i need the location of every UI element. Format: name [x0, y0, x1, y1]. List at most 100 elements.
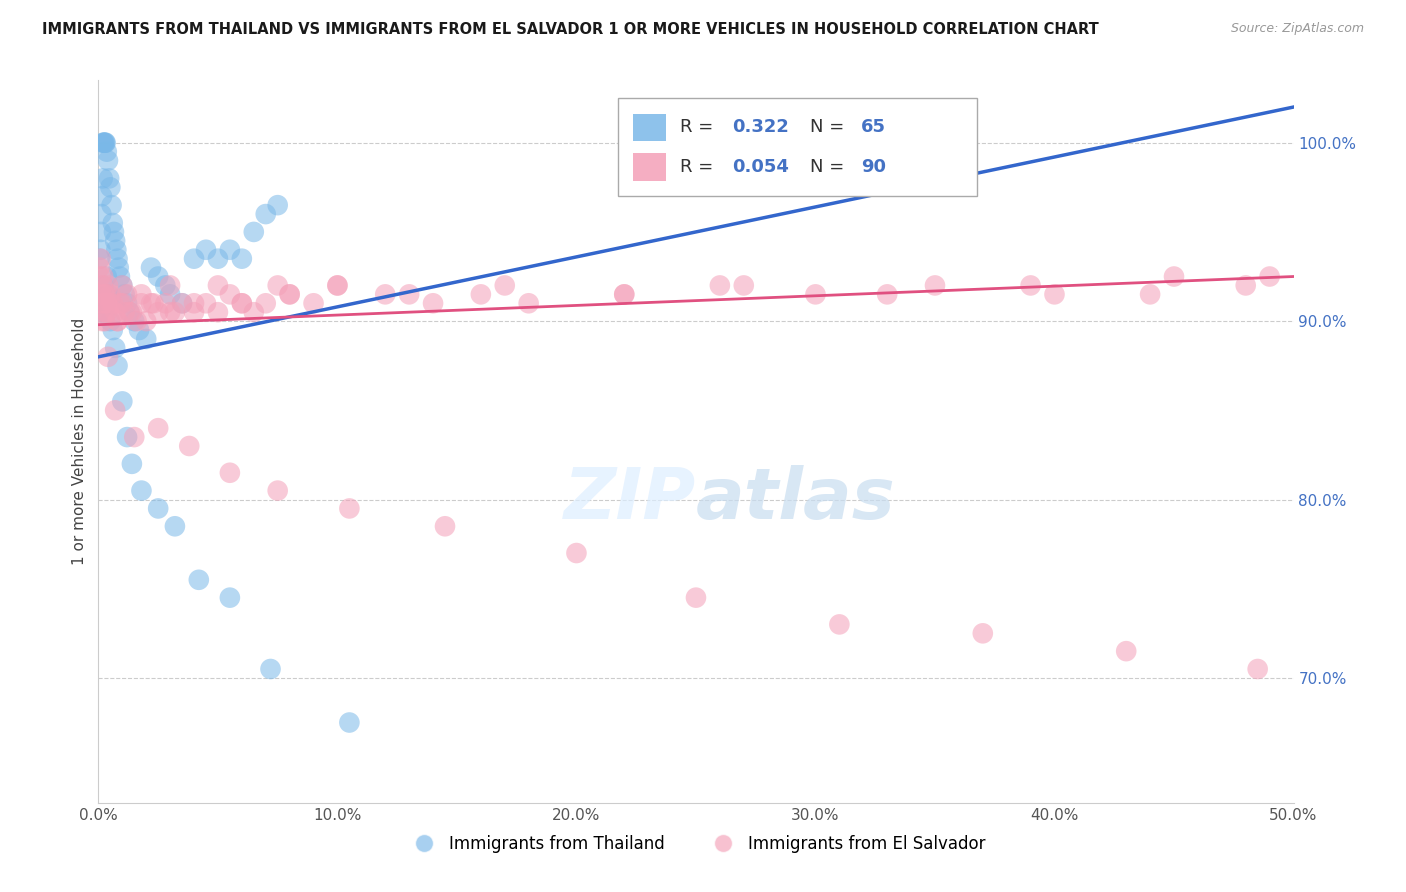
Point [115, 287, 138, 301]
Point [434, 519, 457, 533]
Point [278, 287, 301, 301]
Point [142, 296, 165, 310]
Point [94, 136, 117, 150]
Point [159, 287, 181, 301]
Text: 65: 65 [860, 119, 886, 136]
Point [148, 421, 170, 435]
Point [565, 546, 588, 560]
Point [90, 225, 112, 239]
Point [163, 305, 186, 319]
Point [339, 715, 361, 730]
Point [101, 216, 124, 230]
Point [91, 171, 114, 186]
Y-axis label: 1 or more Vehicles in Household: 1 or more Vehicles in Household [72, 318, 87, 566]
Point [243, 225, 266, 239]
Point [876, 287, 898, 301]
Point [108, 296, 131, 310]
Point [195, 243, 218, 257]
Point [104, 305, 127, 319]
Point [114, 305, 136, 319]
Point [94, 314, 117, 328]
Point [183, 296, 205, 310]
Point [179, 439, 201, 453]
Point [93, 305, 115, 319]
Point [128, 323, 150, 337]
Point [97, 287, 120, 301]
Point [155, 296, 177, 310]
Point [733, 278, 755, 293]
Point [494, 278, 516, 293]
Point [107, 260, 129, 275]
Point [422, 296, 444, 310]
Point [98, 180, 122, 194]
Point [972, 626, 994, 640]
Point [104, 234, 127, 248]
Point [267, 483, 290, 498]
Point [219, 591, 242, 605]
Point [98, 171, 121, 186]
Point [98, 314, 122, 328]
Point [121, 305, 143, 319]
Point [1163, 269, 1185, 284]
FancyBboxPatch shape [619, 98, 977, 196]
FancyBboxPatch shape [633, 113, 666, 141]
Point [90, 305, 112, 319]
Point [267, 198, 290, 212]
Text: ZIP: ZIP [564, 465, 696, 533]
Text: R =: R = [681, 158, 720, 176]
Point [121, 457, 143, 471]
Point [267, 278, 290, 293]
Point [339, 501, 361, 516]
Point [91, 269, 114, 284]
Point [131, 287, 153, 301]
Point [90, 207, 112, 221]
Point [159, 305, 181, 319]
Point [107, 252, 129, 266]
Point [107, 359, 129, 373]
Point [91, 296, 114, 310]
Point [139, 296, 162, 310]
Point [91, 136, 114, 150]
Point [613, 287, 636, 301]
Point [613, 287, 636, 301]
Point [114, 287, 136, 301]
Point [828, 617, 851, 632]
Point [374, 287, 396, 301]
Point [804, 287, 827, 301]
Point [118, 305, 141, 319]
Point [124, 430, 146, 444]
Point [101, 296, 124, 310]
Point [131, 483, 153, 498]
Point [172, 296, 194, 310]
Text: 0.322: 0.322 [733, 119, 789, 136]
Point [243, 305, 266, 319]
Text: 0.054: 0.054 [733, 158, 789, 176]
Point [125, 314, 148, 328]
Point [96, 296, 118, 310]
Point [172, 296, 194, 310]
Point [231, 296, 253, 310]
Point [94, 136, 117, 150]
Point [96, 145, 118, 159]
Point [118, 305, 141, 319]
Point [219, 243, 242, 257]
Point [93, 296, 115, 310]
Text: atlas: atlas [696, 465, 896, 533]
Point [90, 252, 112, 266]
Point [105, 243, 128, 257]
Point [90, 287, 112, 301]
Point [91, 314, 114, 328]
Point [254, 296, 277, 310]
FancyBboxPatch shape [633, 153, 666, 181]
Point [131, 296, 153, 310]
Point [254, 207, 277, 221]
Point [1115, 644, 1137, 658]
Text: IMMIGRANTS FROM THAILAND VS IMMIGRANTS FROM EL SALVADOR 1 OR MORE VEHICLES IN HO: IMMIGRANTS FROM THAILAND VS IMMIGRANTS F… [42, 22, 1099, 37]
Point [93, 136, 115, 150]
Point [89, 243, 111, 257]
Point [89, 260, 111, 275]
Point [93, 305, 115, 319]
Point [104, 403, 127, 417]
Point [103, 225, 125, 239]
Point [159, 278, 181, 293]
